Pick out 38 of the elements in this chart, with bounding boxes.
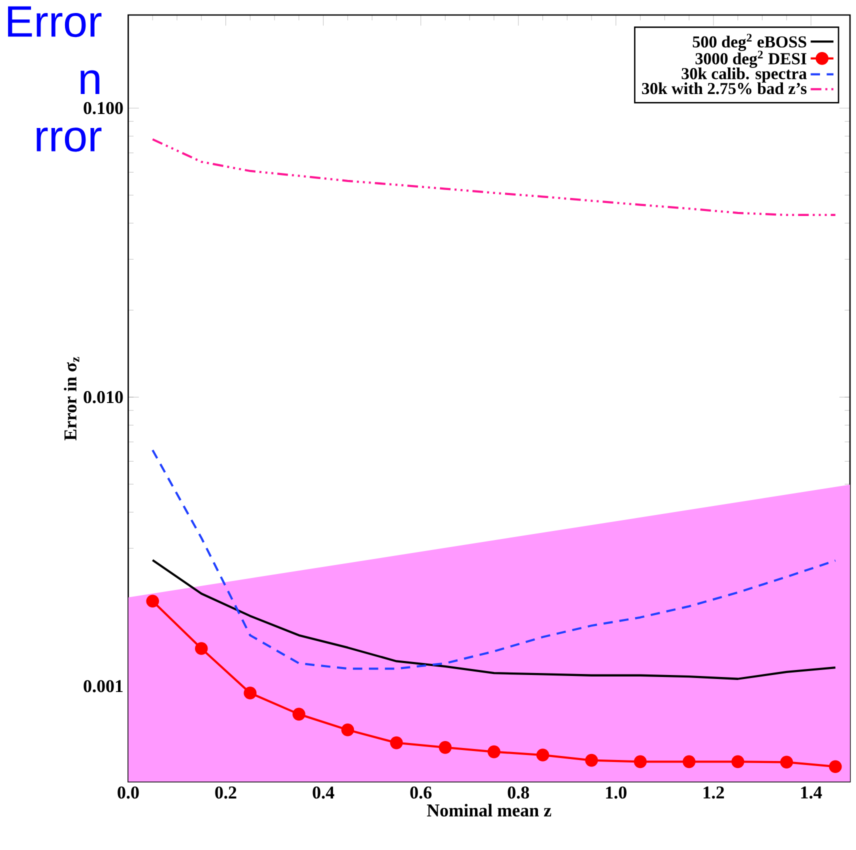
line-series (152, 138, 836, 216)
point (488, 746, 500, 758)
text: Error (8, 6, 102, 38)
legend-label: 500 deg$^{2}$ eBOSS (692, 34, 806, 52)
point (292, 708, 306, 721)
x-tick-label: 0.0 (118, 786, 139, 799)
text: rror (36, 128, 102, 152)
y-axis-title: Error in σ$_{z}$ (64, 357, 80, 441)
x-tick-label: 0.2 (215, 786, 236, 799)
x-tick-label: 1.2 (704, 786, 724, 799)
point (828, 760, 842, 774)
point (390, 736, 403, 750)
point (146, 594, 160, 608)
point (194, 642, 208, 656)
x-tick-label: 0.4 (312, 786, 334, 799)
y-tick-label: 0.010 (84, 391, 123, 404)
point (634, 755, 647, 768)
y-tick-label: 0.001 (84, 680, 123, 692)
point (682, 755, 696, 768)
point (438, 741, 452, 754)
point (780, 756, 794, 769)
point (244, 686, 257, 700)
x-tick-label: 1.4 (801, 786, 822, 799)
x-tick-label: 1.0 (606, 786, 626, 799)
y-tick-label: 0.100 (84, 102, 123, 114)
x-axis-title: Nominal mean z (426, 804, 552, 817)
point (731, 755, 744, 768)
line-series (152, 559, 836, 680)
point (585, 754, 598, 767)
legend-label: 3000 deg$^{2}$ DESI (696, 50, 806, 68)
line-series (152, 449, 836, 670)
text: n (80, 70, 100, 94)
point (536, 748, 550, 762)
legend-label: 30k with 2.75% bad z’s (642, 82, 807, 94)
legend-label: 30k calib. spectra (682, 68, 807, 83)
x-tick-label: 0.8 (508, 786, 530, 799)
x-tick-label: 0.6 (410, 786, 432, 799)
point (341, 724, 354, 736)
